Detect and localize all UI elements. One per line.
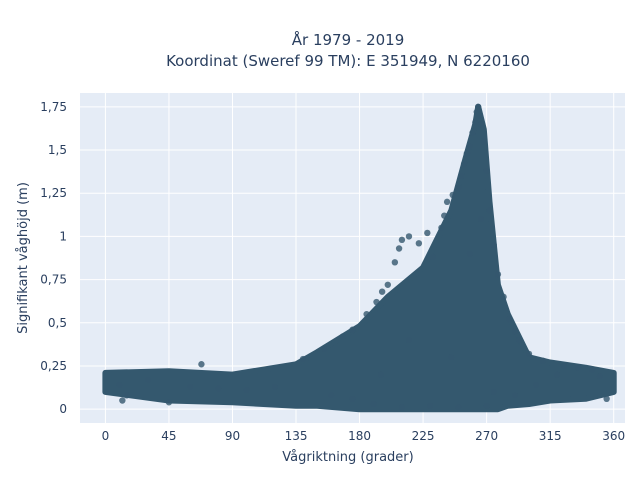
- data-point: [561, 362, 568, 370]
- data-point: [426, 402, 434, 409]
- data-point: [349, 326, 356, 333]
- data-point: [119, 397, 126, 404]
- data-point: [377, 371, 384, 378]
- data-point: [398, 404, 406, 411]
- data-point: [438, 224, 445, 231]
- data-point: [186, 383, 194, 390]
- data-point: [486, 207, 493, 214]
- data-point: [405, 233, 413, 240]
- data-point: [448, 354, 455, 361]
- chart-title-line1: År 1979 - 2019: [292, 30, 405, 49]
- point-density-cloud: [102, 103, 617, 413]
- data-point: [472, 119, 479, 126]
- data-point: [511, 328, 519, 335]
- x-tick-label: 225: [412, 429, 435, 443]
- data-point: [490, 388, 497, 396]
- data-point: [455, 404, 462, 411]
- chart-title-line2: Koordinat (Sweref 99 TM): E 351949, N 62…: [166, 52, 530, 70]
- data-point: [328, 392, 335, 399]
- x-tick-label: 135: [285, 429, 308, 443]
- data-point: [525, 350, 533, 358]
- data-point: [144, 376, 151, 384]
- y-tick-label: 0,5: [48, 316, 67, 330]
- data-point: [198, 361, 205, 368]
- y-tick-label: 1,75: [40, 100, 67, 114]
- data-point: [460, 160, 468, 168]
- x-tick-label: 90: [225, 429, 240, 443]
- x-tick-label: 45: [161, 429, 176, 443]
- x-axis-ticks: 0 45 90 135 180 225 270 315 360: [102, 429, 626, 443]
- data-point: [500, 293, 507, 301]
- data-point: [424, 229, 431, 237]
- data-point: [511, 392, 519, 399]
- data-point: [441, 212, 448, 219]
- data-point: [490, 241, 497, 249]
- data-point: [449, 191, 456, 199]
- data-point: [165, 399, 173, 406]
- data-point: [539, 357, 547, 365]
- data-point: [429, 253, 437, 261]
- data-point: [384, 281, 391, 288]
- data-point: [476, 112, 483, 119]
- y-tick-label: 1,25: [40, 186, 67, 200]
- x-axis-label: Vågriktning (grader): [282, 450, 413, 465]
- data-point: [477, 215, 485, 223]
- data-point: [483, 402, 490, 409]
- y-tick-label: 0: [59, 402, 67, 416]
- data-point: [554, 371, 561, 378]
- y-tick-label: 0,75: [40, 273, 67, 287]
- data-point: [339, 333, 346, 340]
- y-axis-ticks: 0 0,25 0,5 0,75 1 1,25 1,5 1,75: [40, 100, 67, 416]
- data-point: [494, 271, 502, 278]
- x-tick-label: 180: [348, 429, 371, 443]
- data-point: [398, 236, 406, 244]
- data-point: [349, 395, 356, 403]
- data-point: [455, 184, 462, 192]
- data-point: [477, 120, 485, 128]
- x-tick-label: 360: [602, 429, 625, 443]
- data-point: [575, 364, 582, 371]
- data-point: [271, 383, 279, 390]
- data-point: [474, 103, 482, 111]
- data-point: [415, 240, 423, 247]
- y-axis-label: Signifikant våghöjd (m): [16, 182, 31, 334]
- data-point: [116, 381, 123, 389]
- data-point: [458, 172, 465, 180]
- data-point: [391, 259, 399, 266]
- data-point: [405, 336, 413, 344]
- data-point: [480, 138, 488, 145]
- data-point: [123, 392, 130, 399]
- data-point: [363, 310, 370, 318]
- data-point: [596, 373, 603, 380]
- data-point: [443, 198, 451, 206]
- data-point: [506, 316, 513, 323]
- data-points: [102, 103, 617, 413]
- data-point: [515, 336, 523, 344]
- y-tick-label: 1,5: [48, 143, 67, 157]
- data-point: [469, 129, 476, 136]
- data-point: [466, 143, 473, 150]
- y-tick-label: 1: [59, 229, 67, 243]
- data-point: [589, 366, 596, 373]
- data-point: [370, 400, 377, 408]
- y-tick-label: 0,25: [40, 359, 67, 373]
- data-point: [378, 288, 386, 295]
- data-point: [603, 395, 610, 403]
- data-point: [321, 345, 328, 352]
- x-tick-label: 315: [539, 429, 562, 443]
- data-point: [463, 150, 471, 157]
- data-point: [299, 355, 307, 363]
- data-point: [466, 250, 473, 257]
- x-tick-label: 270: [475, 429, 498, 443]
- x-tick-label: 0: [102, 429, 110, 443]
- data-point: [243, 386, 250, 394]
- data-point: [395, 245, 403, 252]
- data-point: [215, 385, 222, 392]
- data-point: [373, 298, 380, 306]
- data-point: [483, 167, 490, 174]
- data-point: [532, 381, 540, 389]
